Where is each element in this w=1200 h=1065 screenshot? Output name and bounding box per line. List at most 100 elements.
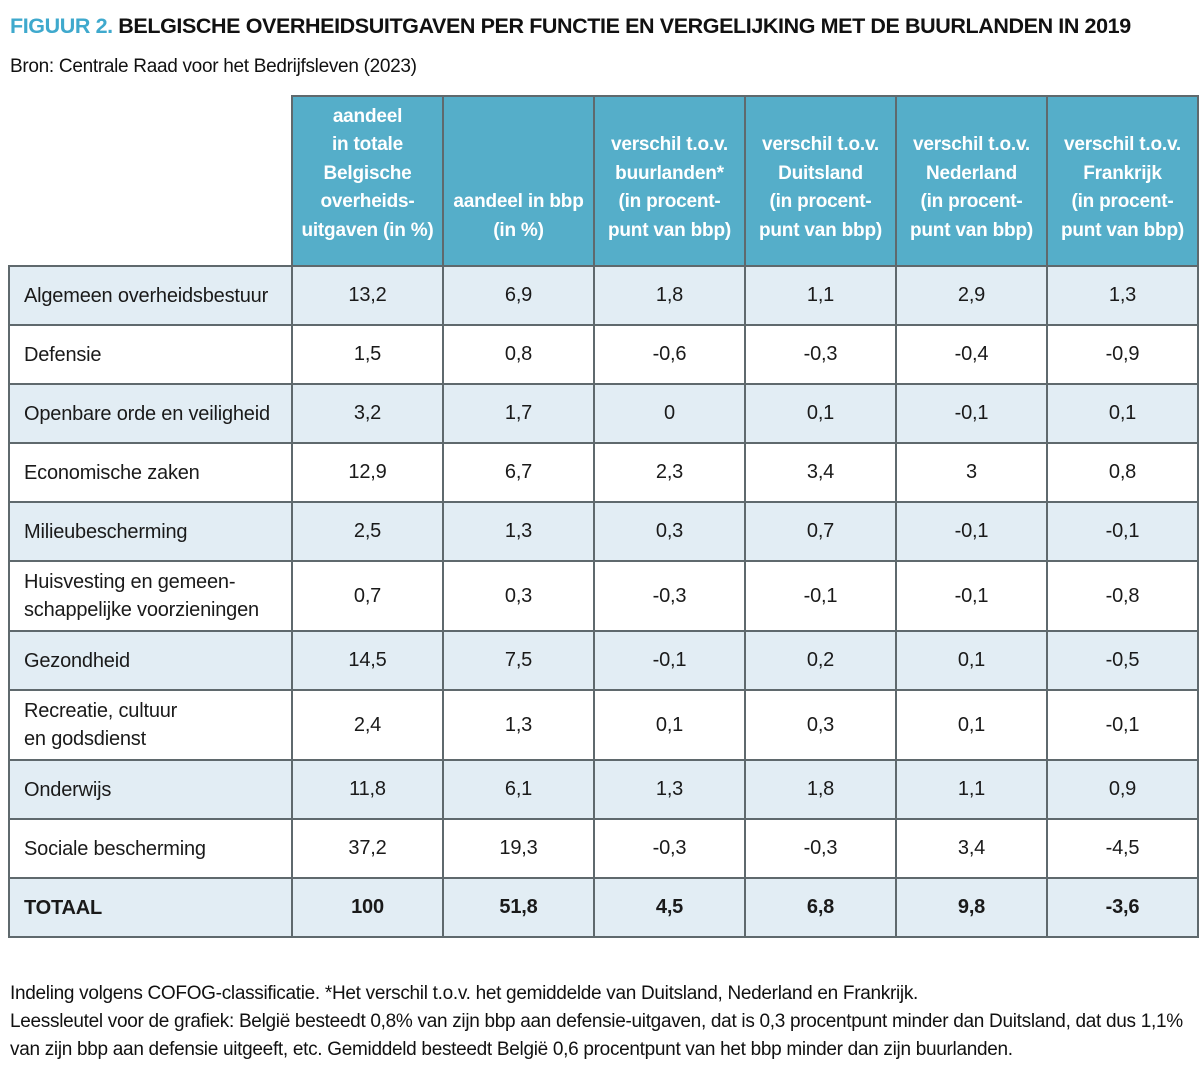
value-cell: -0,6 <box>593 324 746 386</box>
value-cell: 9,8 <box>895 877 1048 939</box>
column-header-5: verschil t.o.v. Nederland (in procent-punt… <box>895 94 1048 268</box>
column-header-6: verschil t.o.v. Frankrijk (in procent-punt… <box>1046 94 1199 268</box>
value-cell: 1,1 <box>895 759 1048 821</box>
value-cell: 3,4 <box>895 818 1048 880</box>
column-header-2: aandeel in bbp (in %) <box>442 94 595 268</box>
footnote-classification: Indeling volgens COFOG-classificatie. *H… <box>10 983 919 1005</box>
total-row: TOTAAL 100 51,8 4,5 6,8 9,8 -3,6 <box>8 877 1199 939</box>
table-header: aandeel in totale Belgische overheids-uitga… <box>9 94 1199 268</box>
column-header-1: aandeel in totale Belgische overheids-uitga… <box>291 94 444 268</box>
value-cell: 6,8 <box>744 877 897 939</box>
value-cell: 1,5 <box>291 324 444 386</box>
value-cell: 0,1 <box>1046 383 1199 445</box>
header-row: aandeel in totale Belgische overheids-uitga… <box>9 94 1199 268</box>
row-label: Algemeen overheidsbestuur <box>8 265 293 327</box>
row-label: Onderwijs <box>8 759 293 821</box>
value-cell: 11,8 <box>291 759 444 821</box>
corner-cell <box>9 95 292 267</box>
value-cell: -4,5 <box>1046 818 1199 880</box>
value-cell: -0,1 <box>744 560 897 633</box>
value-cell: 1,8 <box>744 759 897 821</box>
row-label: Sociale bescherming <box>8 818 293 880</box>
table-row: Milieubescherming 2,5 1,3 0,3 0,7 -0,1 -0,1 <box>8 501 1199 563</box>
value-cell: 13,2 <box>291 265 444 327</box>
value-cell: 0,1 <box>895 630 1048 692</box>
value-cell: -0,1 <box>895 383 1048 445</box>
column-header-4: verschil t.o.v. Duitsland (in procent-punt… <box>744 94 897 268</box>
value-cell: 0,8 <box>1046 442 1199 504</box>
row-label: Economische zaken <box>8 442 293 504</box>
value-cell: 0,1 <box>744 383 897 445</box>
value-cell: 1,8 <box>593 265 746 327</box>
row-label: Recreatie, cultuur en godsdienst <box>8 689 293 762</box>
value-cell: -0,1 <box>1046 689 1199 762</box>
value-cell: 14,5 <box>291 630 444 692</box>
data-table: aandeel in totale Belgische overheids-uitga… <box>8 94 1199 939</box>
table-body: Algemeen overheidsbestuur 13,2 6,9 1,8 1,1 2,… <box>8 265 1199 939</box>
footnote-reading-key: Leessleutel voor de grafiek: België best… <box>10 1011 1183 1061</box>
value-cell: 0,2 <box>744 630 897 692</box>
value-cell: 1,3 <box>1046 265 1199 327</box>
value-cell: -0,3 <box>593 560 746 633</box>
value-cell: 0,7 <box>744 501 897 563</box>
value-cell: -0,1 <box>895 501 1048 563</box>
table-row: Huisvesting en gemeen-schappelijke voorz… <box>8 560 1199 633</box>
row-label: Openbare orde en veiligheid <box>8 383 293 445</box>
table-row: Sociale bescherming 37,2 19,3 -0,3 -0,3 3,4 -4… <box>8 818 1199 880</box>
value-cell: -0,1 <box>1046 501 1199 563</box>
value-cell: 0 <box>593 383 746 445</box>
row-label: Huisvesting en gemeen-schappelijke voorz… <box>8 560 293 633</box>
table-row: Economische zaken 12,9 6,7 2,3 3,4 3 0,8 <box>8 442 1199 504</box>
value-cell: -0,3 <box>744 324 897 386</box>
value-cell: 0,3 <box>593 501 746 563</box>
figure-number-label: FIGUUR 2. <box>10 14 113 38</box>
table-row: Defensie 1,5 0,8 -0,6 -0,3 -0,4 -0,9 <box>8 324 1199 386</box>
value-cell: 6,9 <box>442 265 595 327</box>
footnotes: Indeling volgens COFOG-classificatie. *H… <box>10 980 1198 1064</box>
value-cell: 1,7 <box>442 383 595 445</box>
figure-title-text: BELGISCHE OVERHEIDSUITGAVEN PER FUNCTIE … <box>118 14 1131 38</box>
value-cell: 0,9 <box>1046 759 1199 821</box>
value-cell: -0,8 <box>1046 560 1199 633</box>
value-cell: 0,1 <box>593 689 746 762</box>
value-cell: 6,1 <box>442 759 595 821</box>
value-cell: -0,4 <box>895 324 1048 386</box>
value-cell: 3,4 <box>744 442 897 504</box>
value-cell: 2,9 <box>895 265 1048 327</box>
value-cell: 1,3 <box>442 689 595 762</box>
row-label: TOTAAL <box>8 877 293 939</box>
value-cell: -3,6 <box>1046 877 1199 939</box>
value-cell: 0,3 <box>744 689 897 762</box>
value-cell: 37,2 <box>291 818 444 880</box>
column-header-3: verschil t.o.v. buurlanden* (in procent-pu… <box>593 94 746 268</box>
figure-title: FIGUUR 2. BELGISCHE OVERHEIDSUITGAVEN PE… <box>10 14 1192 40</box>
value-cell: -0,3 <box>593 818 746 880</box>
value-cell: 12,9 <box>291 442 444 504</box>
table-row: Gezondheid 14,5 7,5 -0,1 0,2 0,1 -0,5 <box>8 630 1199 692</box>
table-row: Onderwijs 11,8 6,1 1,3 1,8 1,1 0,9 <box>8 759 1199 821</box>
table-row: Recreatie, cultuur en godsdienst 2,4 1,3 0,1… <box>8 689 1199 762</box>
table-row: Openbare orde en veiligheid 3,2 1,7 0 0,1 -0,… <box>8 383 1199 445</box>
value-cell: -0,9 <box>1046 324 1199 386</box>
row-label: Milieubescherming <box>8 501 293 563</box>
row-label: Gezondheid <box>8 630 293 692</box>
value-cell: 0,1 <box>895 689 1048 762</box>
value-cell: 4,5 <box>593 877 746 939</box>
value-cell: 1,1 <box>744 265 897 327</box>
value-cell: 3,2 <box>291 383 444 445</box>
value-cell: 1,3 <box>593 759 746 821</box>
value-cell: 100 <box>291 877 444 939</box>
value-cell: -0,5 <box>1046 630 1199 692</box>
value-cell: 1,3 <box>442 501 595 563</box>
value-cell: -0,1 <box>593 630 746 692</box>
value-cell: 2,3 <box>593 442 746 504</box>
value-cell: 6,7 <box>442 442 595 504</box>
value-cell: -0,1 <box>895 560 1048 633</box>
table-row: Algemeen overheidsbestuur 13,2 6,9 1,8 1,1 2,… <box>8 265 1199 327</box>
value-cell: 0,8 <box>442 324 595 386</box>
value-cell: 19,3 <box>442 818 595 880</box>
value-cell: -0,3 <box>744 818 897 880</box>
value-cell: 51,8 <box>442 877 595 939</box>
value-cell: 2,5 <box>291 501 444 563</box>
